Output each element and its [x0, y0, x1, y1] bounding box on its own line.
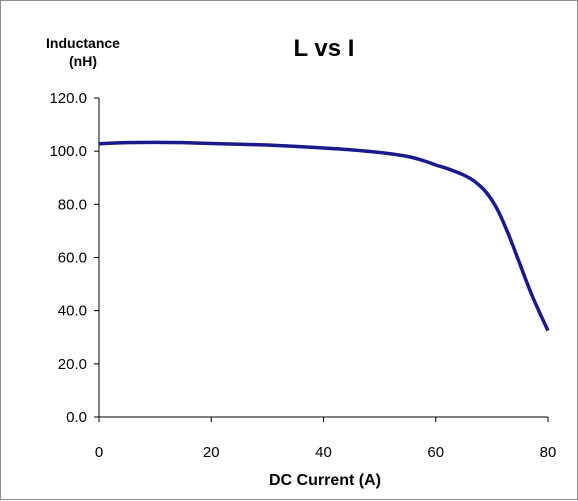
y-axis-label-line-2: (nH)	[69, 53, 97, 69]
y-tick-label: 80.0	[58, 196, 87, 213]
y-tick-label: 120.0	[49, 90, 87, 107]
x-tick-label: 80	[540, 444, 557, 461]
plot-area: 0.0 20.0 40.0 60.0 80.0 100.0 120.0 0 20 40 60 80	[49, 90, 556, 461]
y-tick-label: 60.0	[58, 250, 87, 267]
x-tick-label: 0	[95, 444, 103, 461]
y-tick-label: 0.0	[66, 409, 87, 426]
y-tick-label: 40.0	[58, 303, 87, 320]
y-tick-label: 20.0	[58, 356, 87, 373]
x-axis-label: DC Current (A)	[269, 472, 381, 489]
y-axis-label-line-1: Inductance	[46, 35, 120, 51]
x-tick-label: 60	[427, 444, 444, 461]
y-tick-label: 100.0	[49, 143, 87, 160]
chart-title: L vs I	[294, 35, 355, 62]
series-line-0	[98, 140, 550, 332]
x-tick-label: 40	[315, 444, 332, 461]
x-tick-label: 20	[203, 444, 220, 461]
